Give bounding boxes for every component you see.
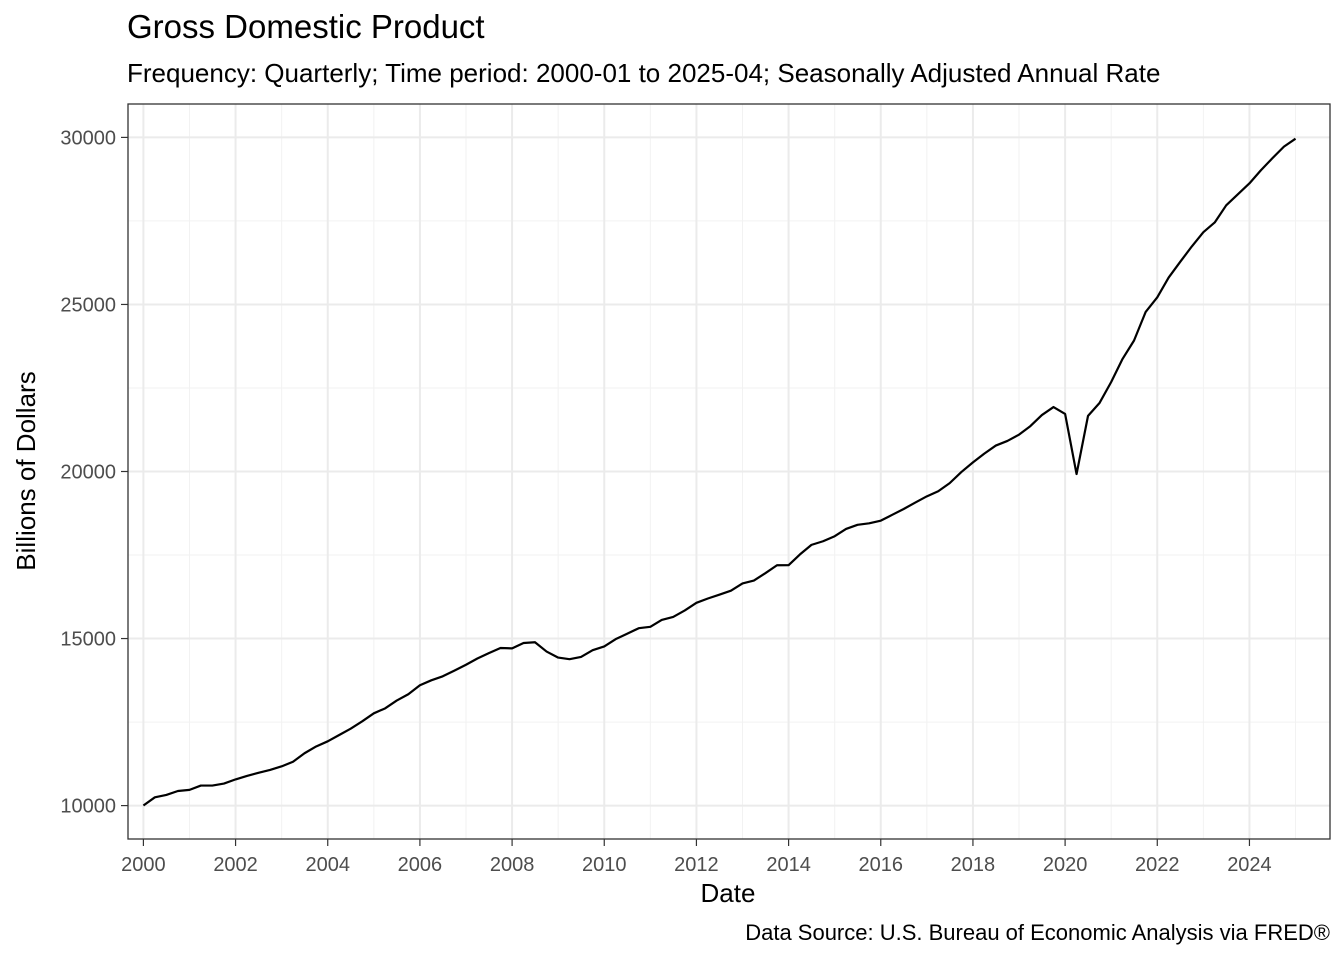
chart-title: Gross Domestic Product [127,8,485,45]
y-tick-label: 25000 [60,294,116,316]
x-tick-label: 2008 [490,854,535,876]
x-axis-ticks: 2000 2002 2004 2006 2008 2010 2012 2014 2016 2018… [121,839,1272,876]
x-tick-label: 2018 [951,854,996,876]
x-tick-label: 2016 [859,854,904,876]
x-tick-label: 2004 [305,854,350,876]
y-tick-label: 10000 [60,796,116,818]
x-tick-label: 2000 [121,854,166,876]
x-tick-label: 2014 [766,854,811,876]
x-tick-label: 2002 [213,854,258,876]
chart-subtitle: Frequency: Quarterly; Time period: 2000-… [127,58,1161,88]
x-axis-title: Date [701,878,756,908]
y-tick-label: 20000 [60,462,116,484]
x-tick-label: 2006 [398,854,443,876]
x-tick-label: 2024 [1227,854,1272,876]
x-tick-label: 2020 [1043,854,1088,876]
y-tick-label: 15000 [60,629,116,651]
y-axis-ticks: 10000 15000 20000 25000 30000 [60,127,128,818]
major-gridlines [128,104,1330,839]
x-tick-label: 2022 [1135,854,1180,876]
x-tick-label: 2012 [674,854,719,876]
gdp-series-line [142,137,1297,807]
x-tick-label: 2010 [582,854,627,876]
y-axis-title: Billions of Dollars [11,371,41,570]
data-source-caption: Data Source: U.S. Bureau of Economic Ana… [745,920,1330,945]
y-tick-label: 30000 [60,127,116,149]
